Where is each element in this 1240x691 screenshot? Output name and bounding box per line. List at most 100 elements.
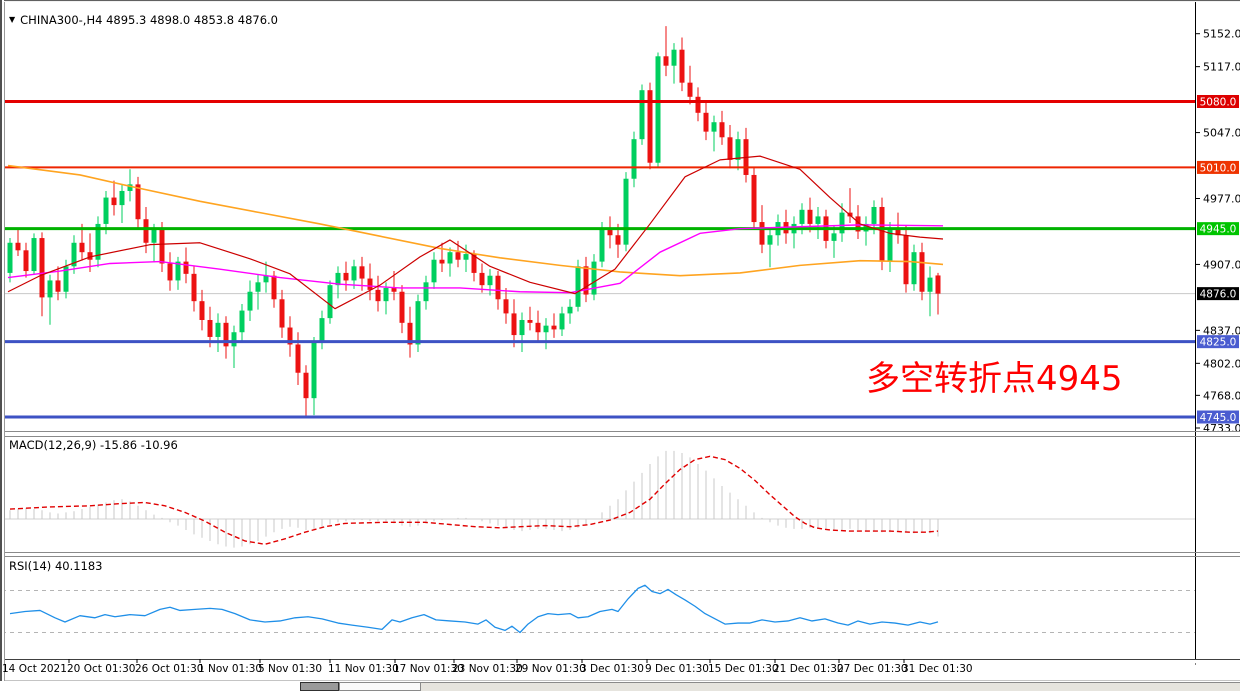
macd-panel[interactable]: 62.750.00-27.31 <box>2 444 1238 556</box>
candle-body <box>311 341 317 399</box>
candle-body <box>767 235 773 245</box>
candle-body <box>903 235 909 285</box>
time-axis-label: 26 Oct 01:30 <box>135 663 204 675</box>
candle-body <box>759 222 765 245</box>
candle-body <box>367 278 373 290</box>
candle-body <box>799 209 805 224</box>
price-tick-label: 4802.0 <box>1203 357 1240 370</box>
candle-body <box>551 325 557 330</box>
candle-body <box>439 259 445 264</box>
candle-body <box>751 174 757 223</box>
price-badge <box>1197 95 1239 108</box>
time-axis-label: 20 Oct 01:30 <box>67 663 136 675</box>
candle-body <box>855 216 861 232</box>
candle-body <box>359 266 365 279</box>
candle-body <box>543 325 549 333</box>
price-badge <box>1197 410 1239 424</box>
candle-body <box>391 287 397 292</box>
text-annotation[interactable]: 多空转折点4945 <box>866 359 1123 399</box>
ma-slow-orange <box>7 164 944 277</box>
time-axis-label: 27 Dec 01:30 <box>837 663 908 675</box>
scrollbar-thumb[interactable] <box>300 682 339 691</box>
window-border-top <box>0 0 1240 1</box>
main-price-panel[interactable] <box>2 26 1196 419</box>
candle-body <box>503 299 509 314</box>
candle-body <box>103 197 109 224</box>
candle-body <box>39 238 45 298</box>
candle-body <box>623 178 629 245</box>
time-axis-label: 1 Nov 01:30 <box>198 663 263 675</box>
ma-fast-red <box>7 155 944 310</box>
candle-body <box>231 332 237 347</box>
candle-body <box>159 228 165 264</box>
candle-body <box>839 212 845 234</box>
collapse-arrow-icon[interactable]: ▼ <box>9 15 16 24</box>
scrollbar-track[interactable] <box>421 682 1240 691</box>
candle-body <box>711 122 717 132</box>
candle-body <box>207 319 213 337</box>
candle-body <box>335 272 341 286</box>
candle-body <box>239 310 245 333</box>
candle-body <box>415 301 421 345</box>
candle-body <box>631 139 637 179</box>
candle-body <box>535 322 541 333</box>
price-tick-label: 4907.0 <box>1203 258 1240 271</box>
time-axis-label: 21 Dec 01:30 <box>773 663 844 675</box>
time-axis-label: 3 Dec 01:30 <box>580 663 644 675</box>
candle-body <box>463 254 469 260</box>
candle-body <box>575 266 581 307</box>
rsi-line <box>9 584 939 634</box>
candle-body <box>655 56 661 163</box>
candle-body <box>295 344 301 373</box>
candle-body <box>303 372 309 399</box>
time-axis-label: 29 Nov 01:30 <box>515 663 586 675</box>
candle-body <box>895 228 901 236</box>
candle-body <box>167 263 173 281</box>
candle-body <box>151 228 157 243</box>
candle-body <box>191 273 197 302</box>
candle-body <box>927 277 933 292</box>
ma-mid-magenta <box>7 224 944 294</box>
candle-body <box>423 282 429 302</box>
candle-body <box>135 184 141 220</box>
window-border-left-highlight <box>2 0 4 691</box>
candle-body <box>127 184 133 191</box>
candle-body <box>679 49 685 83</box>
time-axis: 14 Oct 2021 20 Oct 01:30 26 Oct 01:30 1 Nov… <box>0 663 1196 679</box>
candle-body <box>911 252 917 285</box>
price-tick-label: 4837.0 <box>1203 324 1240 337</box>
candle-body <box>215 322 221 337</box>
candle-body <box>887 228 893 262</box>
price-badge <box>1197 335 1239 349</box>
candle-body <box>95 223 101 260</box>
candle-body <box>263 275 269 283</box>
candle-body <box>831 233 837 241</box>
bottom-strip <box>0 681 1240 691</box>
candle-body <box>527 319 533 323</box>
price-badge-label: 4745.0 <box>1200 412 1237 424</box>
price-tick-label: 4768.0 <box>1203 389 1240 402</box>
candle-body <box>383 287 389 302</box>
candle-body <box>111 197 117 206</box>
candle-body <box>63 266 69 292</box>
candle-body <box>279 299 285 328</box>
candle-body <box>615 235 621 245</box>
candle-body <box>735 139 741 160</box>
rsi-panel[interactable]: 10070300 <box>2 557 1224 665</box>
candle-body <box>935 275 941 294</box>
time-axis-label: 31 Dec 01:30 <box>902 663 973 675</box>
candle-body <box>351 266 357 281</box>
candle-body <box>815 216 821 224</box>
candle-body <box>175 261 181 281</box>
candle-body <box>199 301 205 320</box>
candle-body <box>671 49 677 66</box>
candle-body <box>471 254 477 273</box>
price-badge-label: 5010.0 <box>1200 162 1237 174</box>
candle-body <box>327 285 333 319</box>
scrollbar-segment[interactable] <box>339 682 421 691</box>
candle-body <box>447 252 453 264</box>
candle-body <box>343 272 349 281</box>
candle-body <box>55 280 61 292</box>
candle-body <box>719 122 725 138</box>
